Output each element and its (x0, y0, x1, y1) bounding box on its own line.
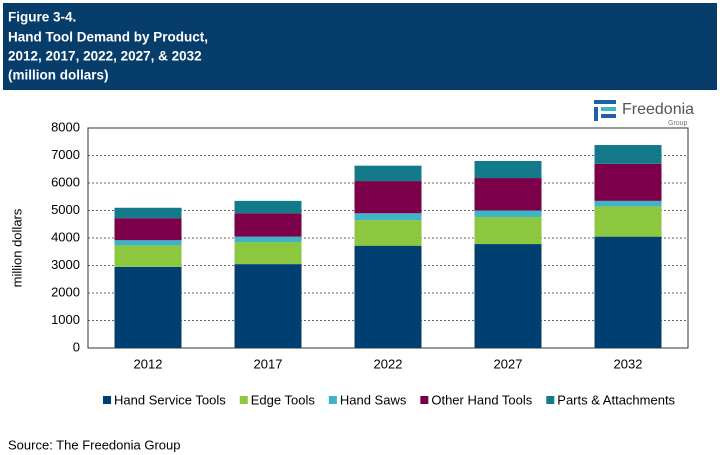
x-tick-label: 2027 (494, 356, 523, 371)
bar-segment (114, 245, 182, 267)
logo-name: Freedonia (622, 101, 694, 118)
bar-segment (594, 200, 662, 207)
bar-segment (234, 213, 302, 237)
bar-segment (114, 207, 182, 219)
bar-segment (474, 161, 542, 179)
x-tick-label: 2017 (254, 356, 283, 371)
subtitle: (million dollars) (8, 68, 109, 83)
legend-label: Hand Saws (340, 392, 407, 407)
bar-segment (474, 178, 542, 211)
bar-segment (354, 213, 422, 221)
x-tick-label: 2012 (134, 356, 163, 371)
bar-segment (594, 163, 662, 201)
y-tick-label: 0 (73, 339, 80, 354)
title-line: 2012, 2017, 2022, 2027, & 2032 (8, 49, 202, 64)
x-tick-label: 2022 (374, 356, 403, 371)
y-tick-label: 6000 (51, 174, 80, 189)
bar-segment (114, 266, 182, 348)
bar-segment (354, 165, 422, 182)
logo-icon (594, 100, 616, 121)
legend-swatch (420, 396, 429, 404)
legend-label: Parts & Attachments (557, 392, 675, 407)
legend-label: Other Hand Tools (431, 392, 532, 407)
bar-segment (234, 200, 302, 214)
bar-segment (234, 264, 302, 348)
bar-segment (594, 145, 662, 164)
y-tick-label: 3000 (51, 257, 80, 272)
legend-swatch (546, 396, 555, 404)
legend-label: Edge Tools (251, 392, 316, 407)
source: Source: The Freedonia Group (8, 437, 180, 452)
bar-segment (114, 218, 182, 241)
y-tick-label: 7000 (51, 147, 80, 162)
legend-swatch (328, 396, 337, 404)
legend-swatch (103, 396, 111, 404)
bar-segment (354, 245, 422, 348)
y-axis-label: million dollars (9, 208, 24, 287)
bar-segment (474, 210, 542, 218)
bar-segment (114, 240, 182, 246)
bar-segment (594, 236, 662, 348)
bar-segment (234, 242, 302, 265)
legend-label: Hand Service Tools (114, 392, 226, 407)
bar-segment (474, 244, 542, 348)
bar-segment (594, 206, 662, 237)
y-tick-label: 2000 (51, 284, 80, 299)
y-tick-label: 4000 (51, 229, 80, 244)
title-line: Hand Tool Demand by Product, (8, 30, 208, 45)
bar-segment (234, 236, 302, 243)
logo-sub: Group (668, 120, 688, 127)
y-tick-label: 1000 (51, 312, 80, 327)
bar-segment (354, 181, 422, 214)
y-tick-label: 8000 (51, 119, 80, 134)
legend-swatch (239, 396, 248, 404)
x-tick-label: 2032 (614, 356, 643, 371)
y-tick-label: 5000 (51, 202, 80, 217)
figure-label: Figure 3-4. (8, 10, 76, 25)
header-band (3, 3, 717, 90)
bar-segment (474, 217, 542, 245)
bar-segment (354, 220, 422, 246)
